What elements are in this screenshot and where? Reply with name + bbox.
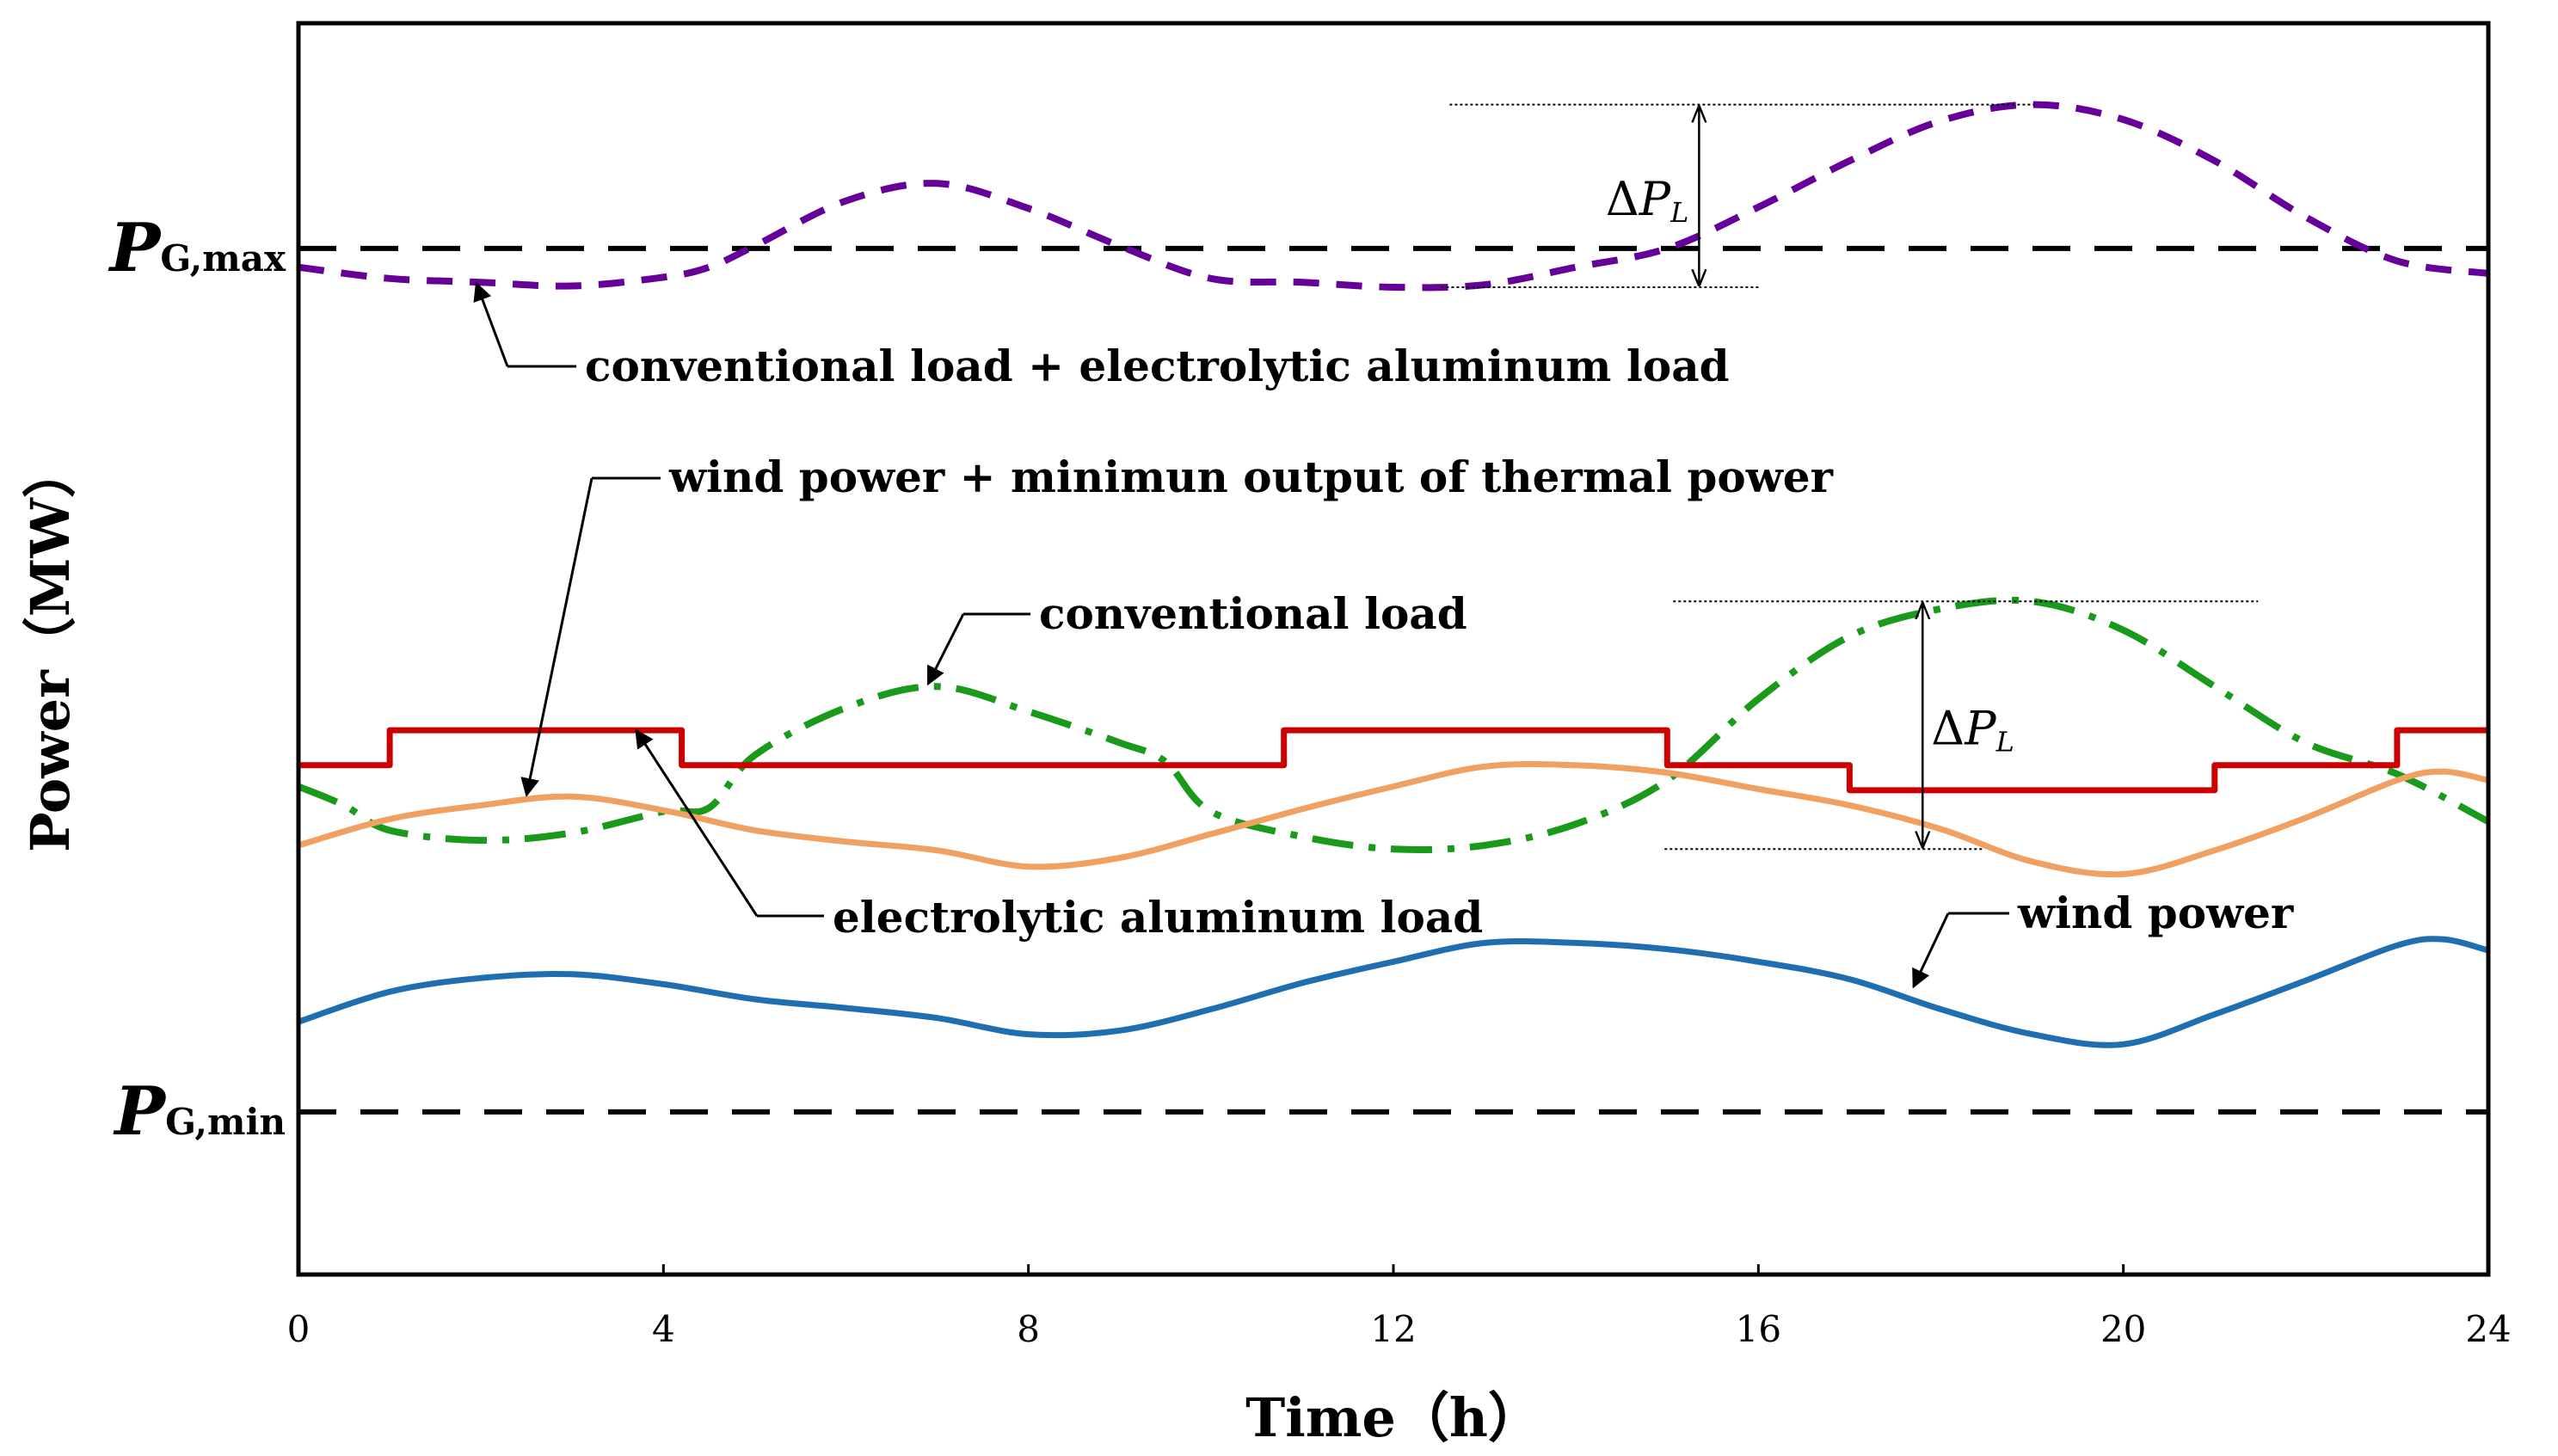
delta-label: ΔPL	[1931, 701, 2014, 758]
series-conventional-load-electrolytic-aluminum-load	[298, 101, 2489, 292]
annotation-arrow	[520, 477, 593, 797]
annotation-conventional-load-electrolytic-aluminum-load: conventional load + electrolytic aluminu…	[473, 281, 1730, 391]
series-layer	[297, 101, 2490, 1048]
annotation-label: wind power + minimun output of thermal p…	[668, 452, 1834, 502]
annotation-arrow	[1912, 912, 1950, 989]
x-tick-label-20: 20	[2100, 1308, 2146, 1350]
x-tick-label-12: 12	[1370, 1308, 1416, 1350]
ref-label-g-max: PG,max	[108, 209, 286, 287]
delta-label: ΔPL	[1606, 172, 1689, 229]
annotation-arrow	[926, 613, 965, 686]
reference-lines: PG,max PG,min	[108, 209, 2488, 1151]
annotation-label: wind power	[2017, 888, 2294, 938]
series-electrolytic-aluminum-load	[298, 761, 2489, 878]
annotation-label: conventional load	[1039, 588, 1467, 639]
annotation-conventional-load: conventional load	[926, 588, 1467, 686]
annotation-electrolytic-aluminum-load: electrolytic aluminum load	[635, 728, 1483, 943]
series-wind-power	[297, 936, 2489, 1048]
delta-marker-1: ΔPL	[1441, 103, 2035, 289]
delta-marker-2: ΔPL	[1664, 600, 2259, 851]
annotation-wind-power: wind power	[1912, 888, 2294, 989]
x-axis-title: Time（h）	[1245, 1386, 1541, 1449]
x-tick-label-24: 24	[2465, 1308, 2511, 1350]
annotation-arrow	[635, 728, 759, 917]
annotation-label: electrolytic aluminum load	[833, 892, 1483, 943]
series-wind-power-minimun-output-of-thermal-power	[298, 727, 2488, 794]
x-tick-label-8: 8	[1017, 1308, 1040, 1350]
y-axis-title: Power（MW）	[19, 445, 82, 852]
delta-markers: ΔPL ΔPL	[1441, 103, 2259, 851]
series-conventional-load	[297, 596, 2490, 854]
x-tick-label-4: 4	[652, 1308, 675, 1350]
annotation-arrow	[473, 281, 509, 367]
annotation-wind-power-minimun-output-of-thermal-power: wind power + minimun output of thermal p…	[520, 452, 1834, 797]
x-tick-label-16: 16	[1736, 1308, 1781, 1350]
annotations: conventional load + electrolytic aluminu…	[473, 281, 2294, 989]
ref-label-g-min: PG,min	[113, 1072, 286, 1151]
x-tick-label-0: 0	[287, 1308, 311, 1350]
annotation-label: conventional load + electrolytic aluminu…	[585, 341, 1730, 391]
x-axis-ticks: 0 4 8 12 16 20 24	[287, 1264, 2512, 1350]
